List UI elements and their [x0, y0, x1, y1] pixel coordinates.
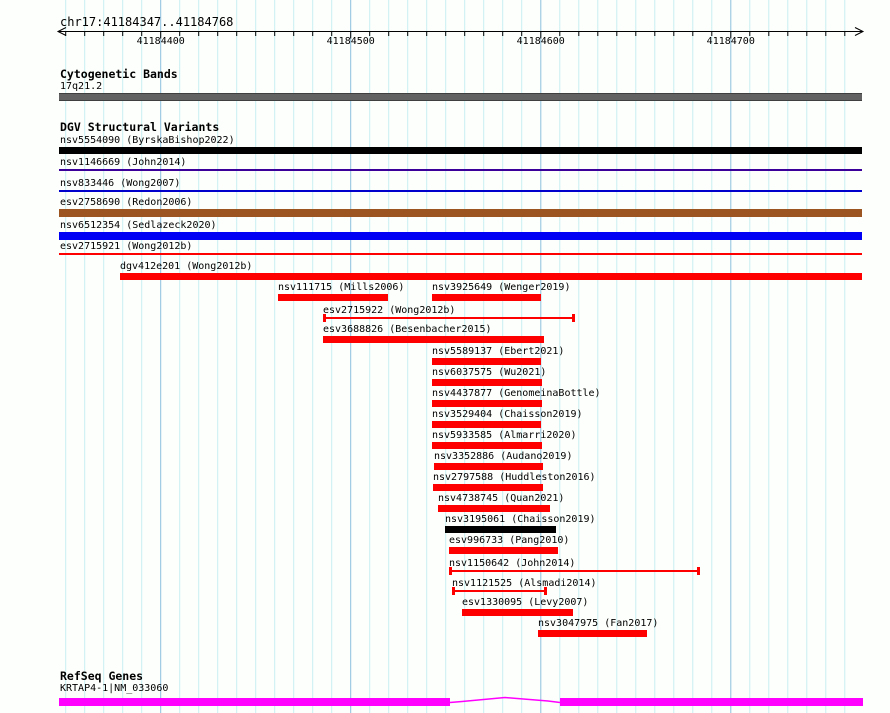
- variant-label[interactable]: nsv1121525 (Alsmadi2014): [452, 578, 597, 589]
- variant-label[interactable]: nsv4437877 (GenomeinaBottle): [432, 388, 601, 399]
- gene-exon-bar[interactable]: [560, 698, 863, 706]
- ruler-tick-label: 41184700: [706, 36, 755, 47]
- variant-label[interactable]: nsv3529404 (Chaisson2019): [432, 409, 583, 420]
- variant-bar[interactable]: [432, 294, 541, 301]
- variant-line-endcap: [572, 314, 575, 322]
- variant-label[interactable]: nsv1146669 (John2014): [60, 157, 187, 168]
- variant-bar[interactable]: [432, 358, 541, 365]
- variant-label[interactable]: nsv5554090 (ByrskaBishop2022): [60, 135, 235, 146]
- variant-line-endcap: [452, 587, 455, 595]
- variant-bar[interactable]: [278, 294, 388, 301]
- variant-label[interactable]: nsv1150642 (John2014): [449, 558, 576, 569]
- variant-label[interactable]: esv996733 (Pang2010): [449, 535, 570, 546]
- variant-label[interactable]: nsv2797588 (Huddleston2016): [433, 472, 596, 483]
- variant-label[interactable]: nsv833446 (Wong2007): [60, 178, 181, 189]
- variant-label[interactable]: nsv111715 (Mills2006): [278, 282, 405, 293]
- variant-bar[interactable]: [445, 526, 556, 533]
- dgv-structural-variants-heading: DGV Structural Variants: [60, 120, 220, 134]
- variant-bar[interactable]: [59, 232, 862, 240]
- variant-label[interactable]: nsv3195061 (Chaisson2019): [445, 514, 596, 525]
- variant-label[interactable]: esv3688826 (Besenbacher2015): [323, 324, 492, 335]
- gene-name-label[interactable]: KRTAP4-1|NM_033060: [60, 683, 169, 694]
- variant-label[interactable]: nsv6512354 (Sedlazeck2020): [60, 220, 217, 231]
- ruler-tick-label: 41184400: [136, 36, 185, 47]
- variant-bar[interactable]: [323, 336, 544, 343]
- variant-label[interactable]: esv1330095 (Levy2007): [462, 597, 589, 608]
- variant-label[interactable]: nsv3047975 (Fan2017): [538, 618, 659, 629]
- cytogenetic-bands-heading: Cytogenetic Bands: [60, 67, 178, 81]
- gene-exon-bar[interactable]: [59, 698, 450, 706]
- variant-bar[interactable]: [323, 317, 575, 319]
- ruler-tick-label: 41184600: [516, 36, 565, 47]
- region-position-label: chr17:41184347..41184768: [60, 15, 234, 29]
- variant-label[interactable]: esv2758690 (Redon2006): [60, 197, 193, 208]
- variant-label[interactable]: nsv3352886 (Audano2019): [434, 451, 573, 462]
- variant-bar[interactable]: [449, 570, 700, 572]
- variant-bar[interactable]: [434, 463, 543, 470]
- variant-line-endcap: [323, 314, 326, 322]
- variant-label[interactable]: dgv412e201 (Wong2012b): [120, 261, 253, 272]
- variant-line-endcap: [449, 567, 452, 575]
- variant-bar[interactable]: [452, 590, 547, 592]
- variant-bar[interactable]: [538, 630, 647, 637]
- variant-label[interactable]: nsv4738745 (Quan2021): [438, 493, 565, 504]
- variant-line-endcap: [697, 567, 700, 575]
- variant-label[interactable]: esv2715922 (Wong2012b): [323, 305, 456, 316]
- variant-bar[interactable]: [59, 147, 862, 154]
- variant-label[interactable]: esv2715921 (Wong2012b): [60, 241, 193, 252]
- variant-bar[interactable]: [59, 209, 862, 217]
- variant-label[interactable]: nsv5933585 (Almarri2020): [432, 430, 577, 441]
- variant-label[interactable]: nsv3925649 (Wenger2019): [432, 282, 571, 293]
- variant-bar[interactable]: [438, 505, 550, 512]
- variant-bar[interactable]: [59, 253, 862, 255]
- variant-bar[interactable]: [462, 609, 573, 616]
- variant-bar[interactable]: [59, 190, 862, 192]
- ruler-tick-label: 41184500: [326, 36, 375, 47]
- variant-bar[interactable]: [432, 400, 542, 407]
- cytoband-bar: [59, 93, 862, 101]
- variant-bar[interactable]: [432, 421, 541, 428]
- variant-bar[interactable]: [59, 169, 862, 171]
- variant-label[interactable]: nsv6037575 (Wu2021): [432, 367, 547, 378]
- variant-bar[interactable]: [432, 442, 542, 449]
- variant-bar[interactable]: [432, 379, 542, 386]
- variant-bar[interactable]: [120, 273, 862, 280]
- cytoband-name-label: 17q21.2: [60, 81, 103, 92]
- variant-bar[interactable]: [449, 547, 558, 554]
- variant-line-endcap: [544, 587, 547, 595]
- variant-label[interactable]: nsv5589137 (Ebert2021): [432, 346, 565, 357]
- refseq-genes-heading: RefSeq Genes: [60, 669, 144, 683]
- variant-bar[interactable]: [433, 484, 543, 491]
